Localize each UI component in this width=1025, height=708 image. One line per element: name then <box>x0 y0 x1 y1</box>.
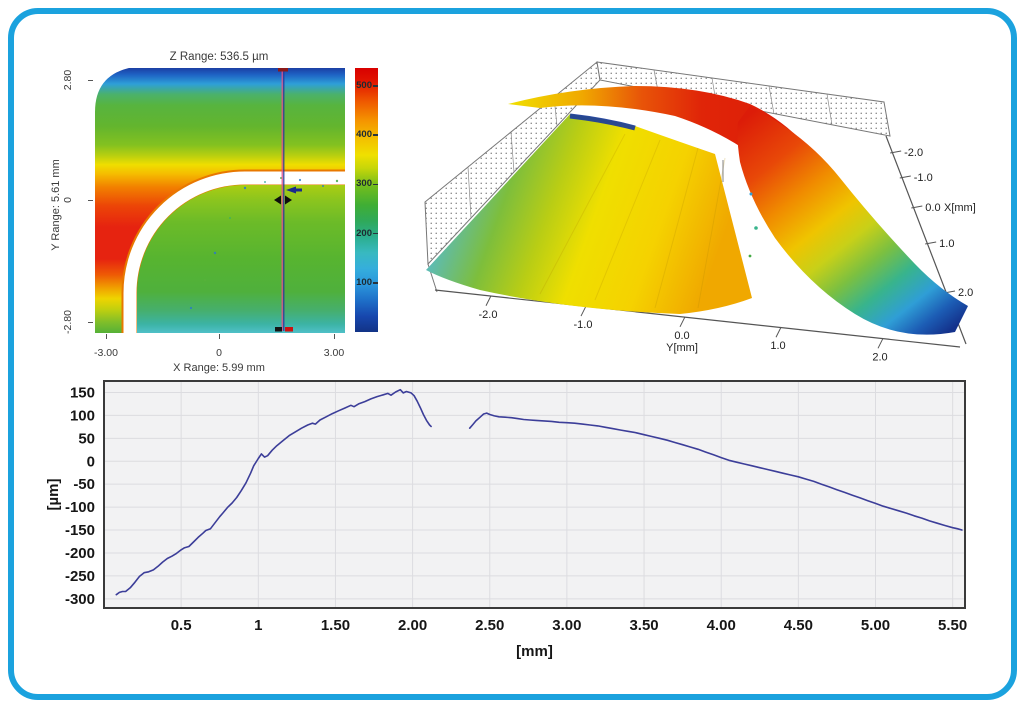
x-tick-left: -3.00 <box>94 347 118 359</box>
y-tick-label: 150 <box>70 384 95 401</box>
x-tickmark-3d <box>899 175 911 179</box>
y-tickmark-3d <box>485 295 492 306</box>
surface-3d-view: -2.0 -1.0 0.0 1.0 2.0 Y[mm] -2.0 -1.0 0.0 1.0 2.0 X… <box>424 61 976 363</box>
x-range-axis-label: X Range: 5.99 mm <box>173 362 265 374</box>
x-tick-label: 2.00 <box>398 617 427 634</box>
colorbar-tickmark <box>373 282 378 284</box>
y-tick-label: 50 <box>78 430 95 447</box>
y-tickmark <box>88 200 93 201</box>
x-tickmark <box>219 334 220 339</box>
y-tick-label-3d: -1.0 <box>574 319 593 331</box>
green-plateau-region <box>137 185 345 333</box>
x-tickmark-3d <box>911 205 923 209</box>
x-axis-label: [mm] <box>516 643 553 660</box>
sheet-blue-cap-edge <box>569 113 636 131</box>
y-tick-label: 100 <box>70 407 95 424</box>
x-tick-label-3d: -1.0 <box>914 172 933 184</box>
profile-chart: 150 100 50 0 -50 -100 -150 -200 -250 -300 0.5 1 1.50… <box>45 380 967 660</box>
x-tickmark-3d <box>890 150 902 154</box>
colorbar-tickmark <box>373 85 378 87</box>
z-range-title: Z Range: 536.5 µm <box>169 51 269 63</box>
x-tick-right: 3.00 <box>323 347 345 359</box>
x-tick-label-3d: 1.0 <box>939 238 954 250</box>
y-tickmark-3d <box>580 305 587 317</box>
y-tick-label: -150 <box>65 522 95 539</box>
x-tick-label-3d: 0.0 <box>925 202 940 214</box>
colorbar-tick-label: 200 <box>356 227 372 239</box>
y-tick-label: 0 <box>87 453 95 470</box>
colorbar-tick-label: 500 <box>356 79 372 91</box>
y-tickmark-3d <box>877 338 884 349</box>
profile-cursor-line[interactable] <box>281 70 285 331</box>
y-tickmark <box>88 80 93 81</box>
profile-line-segment <box>115 388 432 596</box>
y-tick-label-3d: 2.0 <box>872 351 887 363</box>
plot-background <box>104 381 965 608</box>
colorbar-tickmark <box>373 134 378 136</box>
cursor-bottom-handle[interactable] <box>275 327 293 332</box>
x-tick-label: 1 <box>254 617 262 634</box>
ridge-band <box>508 86 805 170</box>
plot-frame <box>103 380 966 609</box>
y-tickmark-3d <box>775 327 782 338</box>
noise-speckles <box>189 177 339 310</box>
y-tick-mid: 0 <box>62 197 74 203</box>
y-tick-label: -200 <box>65 545 95 562</box>
x-tickmark-3d <box>925 241 937 245</box>
colorbar-tickmark <box>373 232 378 235</box>
y-tick-label: -100 <box>65 499 95 516</box>
x-tick-label: 5.00 <box>861 617 890 634</box>
colorbar-tickmark <box>373 183 378 186</box>
x-tickmark <box>106 334 107 339</box>
x-axis-label-3d: X[mm] <box>944 202 976 214</box>
profile-line-segment <box>468 412 963 531</box>
y-axis-3d <box>434 289 961 348</box>
colorbar-tick-label: 300 <box>356 178 372 190</box>
y-axis-label: [µm] <box>45 479 62 511</box>
y-tick-bottom: -2.80 <box>62 310 74 334</box>
x-tick-label-3d: 2.0 <box>958 287 973 299</box>
x-tick-label: 4.50 <box>784 617 813 634</box>
y-tickmark <box>88 322 93 323</box>
y-range-axis-label: Y Range: 5.61 mm <box>50 159 62 251</box>
cursor-mid-pointer[interactable] <box>286 186 302 194</box>
y-tickmark-3d <box>679 316 686 328</box>
axis-ticks-3d: -2.0 -1.0 0.0 1.0 2.0 Y[mm] -2.0 -1.0 0.0 1.0 2.0 X… <box>479 147 976 363</box>
x-tick-label: 0.5 <box>171 617 192 634</box>
y-axis-label-3d: Y[mm] <box>666 342 698 354</box>
x-tick-label: 3.00 <box>552 617 581 634</box>
sheet-texture-streaks <box>539 133 726 309</box>
x-tickmark <box>334 334 335 339</box>
y-tick-top: 2.80 <box>62 69 74 91</box>
y-tick-label-3d: 1.0 <box>770 340 785 352</box>
y-tick-label-3d: 0.0 <box>674 330 689 342</box>
mesh-wall-right <box>596 61 891 137</box>
x-tick-label: 4.00 <box>707 617 736 634</box>
y-tick-label: -300 <box>65 591 95 608</box>
x-tick-label: 1.50 <box>321 617 350 634</box>
x-tick-label: 3.50 <box>629 617 658 634</box>
y-tick-label: -50 <box>73 476 95 493</box>
x-tick-label-3d: -2.0 <box>904 147 923 159</box>
colorbar: 500 400 300 200 100 <box>355 68 378 332</box>
colorbar-tick-label: 100 <box>356 276 372 288</box>
x-tick-mid: 0 <box>216 347 222 359</box>
x-tick-label: 5.50 <box>938 617 967 634</box>
cursor-top-handle[interactable] <box>278 68 288 72</box>
cursor-drag-handle[interactable] <box>274 195 292 205</box>
height-map-image <box>95 68 345 333</box>
x-tick-label: 2.50 <box>475 617 504 634</box>
colorbar-tick-label: 400 <box>356 129 372 141</box>
white-groove-arc <box>123 171 345 333</box>
falloff-surface <box>737 106 968 335</box>
y-tick-label: -250 <box>65 568 95 585</box>
surface-sheet <box>426 114 752 314</box>
y-tick-label-3d: -2.0 <box>479 309 498 321</box>
gap-specks <box>722 160 758 258</box>
